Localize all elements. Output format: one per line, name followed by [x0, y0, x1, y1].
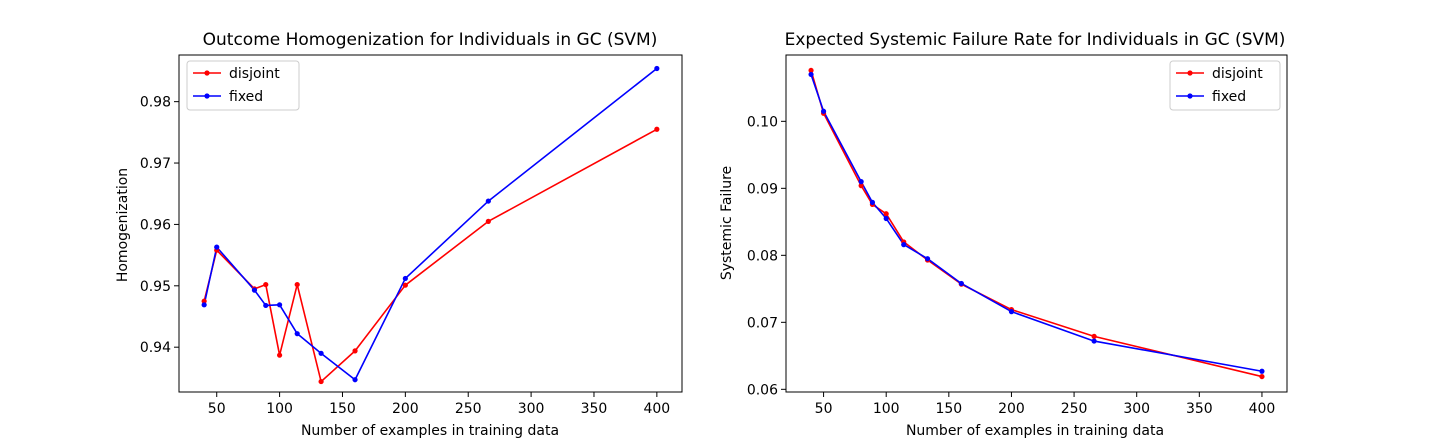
- x-tick-label: 50: [815, 401, 833, 417]
- legend: disjoint fixed: [186, 60, 300, 111]
- y-tick-label: 0.08: [747, 248, 778, 264]
- legend-label-disjoint: disjoint: [1212, 66, 1263, 82]
- data-point-fixed: [1008, 309, 1015, 315]
- data-point-disjoint: [1091, 333, 1097, 339]
- x-tick-label: 400: [1249, 401, 1276, 417]
- data-point-fixed: [263, 302, 269, 309]
- y-tick-label: 0.10: [747, 114, 778, 130]
- y-tick-label: 0.94: [140, 340, 171, 356]
- x-tick-label: 200: [392, 401, 419, 417]
- x-tick-label: 50: [208, 401, 226, 417]
- x-tick-label: 100: [873, 401, 900, 417]
- series-line-fixed: [203, 67, 658, 381]
- data-point-fixed: [251, 287, 258, 293]
- data-point-disjoint: [654, 126, 660, 132]
- data-point-fixed: [924, 256, 931, 262]
- y-tick-label: 0.98: [140, 95, 171, 111]
- data-point-disjoint: [201, 298, 207, 304]
- x-tick-label: 400: [643, 401, 670, 417]
- x-tick-label: 300: [518, 401, 545, 417]
- legend-marker-disjoint: [204, 70, 210, 76]
- legend-marker-fixed: [1187, 93, 1193, 99]
- data-point-fixed: [485, 198, 491, 204]
- y-tick-label: 0.95: [140, 279, 171, 295]
- x-tick-label: 250: [455, 401, 482, 417]
- x-tick-label: 250: [1061, 401, 1088, 417]
- data-point-fixed: [402, 275, 408, 282]
- y-axis-label: Systemic Failure: [719, 166, 735, 280]
- x-tick-label: 350: [1186, 401, 1213, 417]
- data-point-disjoint: [263, 281, 269, 288]
- series-points: [808, 67, 1265, 380]
- data-point-disjoint: [352, 348, 358, 354]
- legend-label-fixed: fixed: [1212, 89, 1246, 105]
- y-tick-label: 0.09: [747, 181, 778, 197]
- y-tick-label: 0.96: [140, 217, 171, 233]
- data-point-disjoint: [294, 281, 300, 288]
- data-point-fixed: [820, 108, 827, 114]
- plot-frame: [785, 54, 1288, 393]
- x-axis-label: Number of examples in training data: [906, 423, 1164, 439]
- x-axis-label: Number of examples in training data: [301, 423, 559, 439]
- y-tick-label: 0.97: [140, 156, 171, 172]
- x-tick-label: 350: [581, 401, 608, 417]
- chart-title: Outcome Homogenization for Individuals i…: [203, 30, 658, 50]
- data-point-fixed: [214, 244, 220, 250]
- data-point-fixed: [318, 350, 324, 356]
- x-tick-label: 200: [998, 401, 1025, 417]
- series-lines: [203, 67, 658, 383]
- x-tick-label: 300: [1123, 401, 1150, 417]
- series-lines: [810, 70, 1263, 378]
- homogenization-chart: Outcome Homogenization for Individuals i…: [115, 30, 683, 439]
- data-point-disjoint: [318, 378, 324, 385]
- data-point-fixed: [201, 302, 207, 308]
- legend-label-disjoint: disjoint: [229, 66, 280, 82]
- data-point-fixed: [869, 199, 876, 205]
- data-point-fixed: [1259, 368, 1265, 374]
- plot-frame: [178, 54, 683, 393]
- data-point-fixed: [277, 302, 283, 308]
- data-point-disjoint: [277, 352, 283, 358]
- chart-title: Expected Systemic Failure Rate for Indiv…: [785, 30, 1286, 50]
- series-points: [201, 65, 660, 385]
- legend-marker-disjoint: [1187, 70, 1193, 76]
- ticks: 50 100 150 200 250 300 350 400 0.06 0.07 0.08 0.09 0…: [747, 114, 1275, 417]
- data-point-disjoint: [485, 218, 491, 224]
- x-tick-label: 100: [266, 401, 293, 417]
- data-point-fixed: [883, 215, 889, 222]
- series-line-disjoint: [810, 70, 1263, 378]
- systemic-failure-chart: Expected Systemic Failure Rate for Indiv…: [719, 30, 1288, 439]
- data-point-disjoint: [858, 183, 864, 189]
- data-point-disjoint: [883, 211, 889, 217]
- y-tick-label: 0.06: [747, 382, 778, 398]
- data-point-disjoint: [808, 67, 814, 74]
- ticks: 50 100 150 200 250 300 350 400 0.94 0.95 0.96 0.97 0…: [140, 95, 670, 417]
- data-point-disjoint: [402, 282, 408, 288]
- legend-marker-fixed: [204, 93, 210, 99]
- x-tick-label: 150: [935, 401, 962, 417]
- data-point-fixed: [858, 179, 864, 185]
- data-point-fixed: [808, 71, 814, 78]
- data-point-disjoint: [1259, 373, 1265, 380]
- series-line-fixed: [810, 74, 1263, 373]
- data-point-fixed: [1091, 338, 1097, 344]
- y-axis-label: Homogenization: [115, 168, 131, 282]
- y-tick-label: 0.07: [747, 315, 778, 331]
- legend-label-fixed: fixed: [229, 89, 263, 105]
- data-point-fixed: [352, 377, 358, 383]
- data-point-fixed: [901, 242, 907, 248]
- x-tick-label: 150: [329, 401, 356, 417]
- data-point-fixed: [294, 331, 300, 337]
- legend: disjoint fixed: [1169, 60, 1281, 111]
- data-point-fixed: [654, 65, 660, 72]
- data-point-fixed: [958, 280, 964, 287]
